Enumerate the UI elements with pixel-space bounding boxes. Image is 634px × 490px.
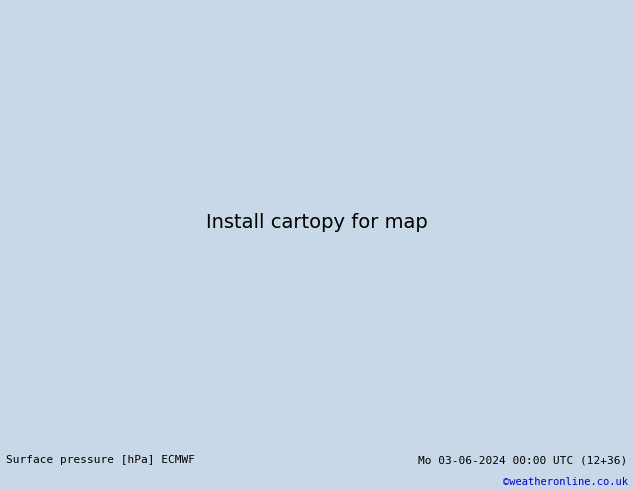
Text: ©weatheronline.co.uk: ©weatheronline.co.uk [503,477,628,487]
Text: Surface pressure [hPa] ECMWF: Surface pressure [hPa] ECMWF [6,455,195,465]
Text: Mo 03-06-2024 00:00 UTC (12+36): Mo 03-06-2024 00:00 UTC (12+36) [418,455,628,465]
Text: Install cartopy for map: Install cartopy for map [206,214,428,232]
